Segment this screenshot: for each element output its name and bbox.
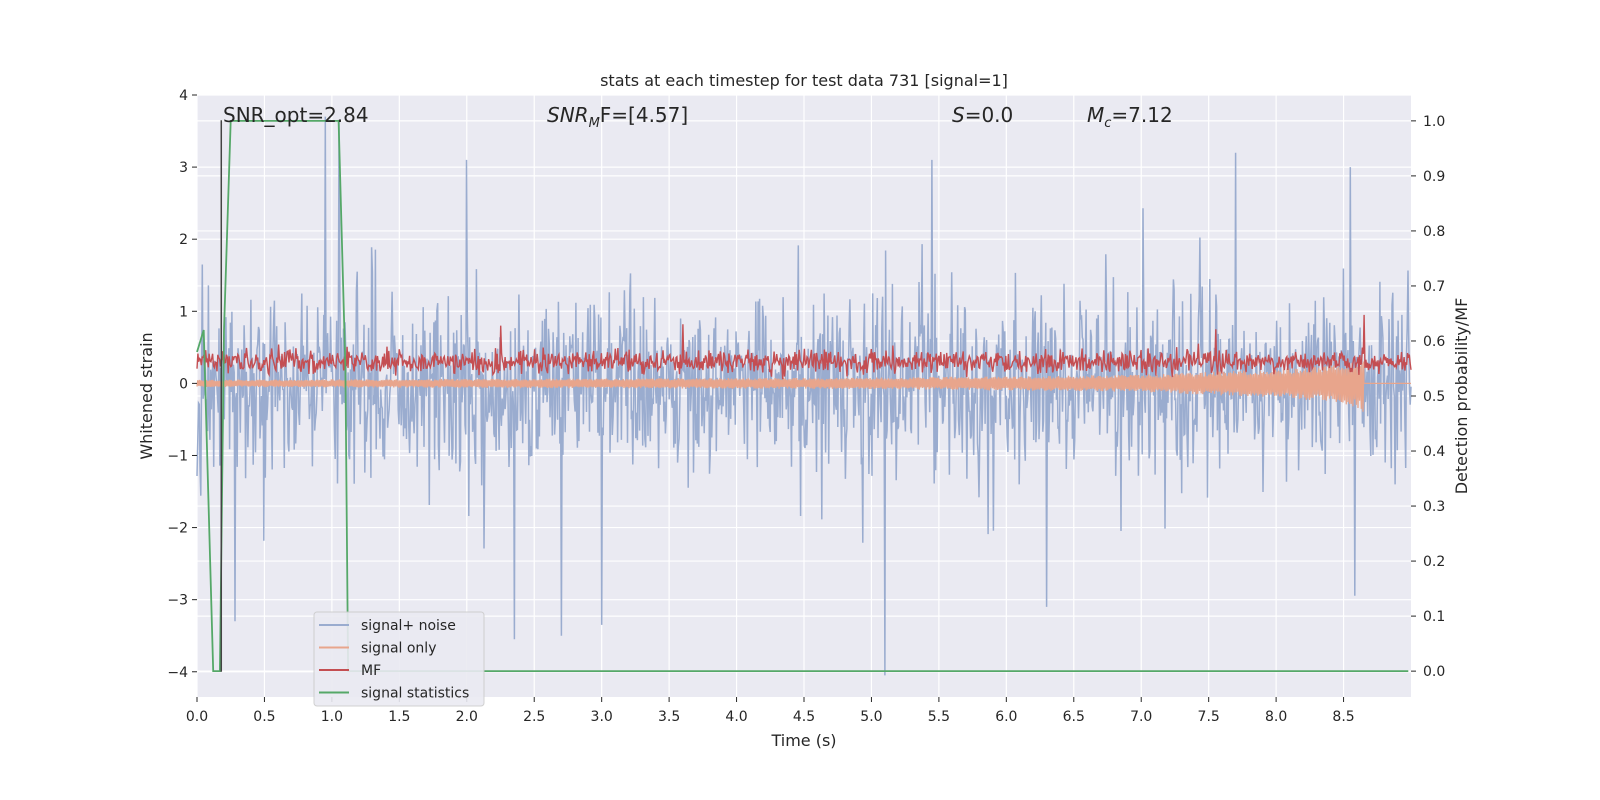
legend: signal+ noise signal only MF signal statist…: [313, 611, 485, 707]
annotation-snr-mf-rest: F=[4.57]: [600, 103, 688, 127]
annotation-mc-value: =7.12: [1111, 103, 1172, 127]
x-axis-label: Time (s): [770, 731, 836, 750]
legend-label: signal only: [361, 641, 436, 657]
x-tick-label: 2.0: [456, 709, 478, 725]
y2-tick-label: 0.2: [1423, 554, 1445, 570]
annotation-mc: Mc=7.12: [1087, 103, 1173, 131]
x-tick-label: 1.0: [321, 709, 343, 725]
x-tick-label: 3.0: [591, 709, 613, 725]
x-tick-label: 5.0: [860, 709, 882, 725]
chart-title: stats at each timestep for test data 731…: [600, 71, 1008, 90]
y2-tick-label: 0.3: [1423, 499, 1445, 515]
x-tick-label: 7.0: [1130, 709, 1152, 725]
x-tick-label: 8.5: [1332, 709, 1354, 725]
legend-label: signal statistics: [361, 686, 469, 702]
x-tick-label: 6.0: [995, 709, 1017, 725]
y-tick-label: 4: [179, 88, 188, 104]
x-tick-label: 4.0: [725, 709, 747, 725]
y2-axis-label: Detection probability/MF: [1452, 298, 1471, 495]
annotation-mc-sub: c: [1104, 116, 1111, 131]
legend-label: signal+ noise: [361, 618, 456, 634]
series-signal-statistics: [196, 120, 1409, 672]
y2-tick-label: 0.7: [1423, 279, 1445, 295]
y2-tick-label: 0.1: [1423, 609, 1445, 625]
x-tick-label: 8.0: [1265, 709, 1287, 725]
y-tick-label: 0: [179, 376, 188, 392]
annotation-snr-mf-sub: M: [589, 116, 600, 131]
annotation-s-label: S: [952, 103, 965, 127]
y2-tick-label: 0.6: [1423, 334, 1445, 350]
y2-tick-label: 0.0: [1423, 664, 1445, 680]
y2-tick-label: 0.9: [1423, 169, 1445, 185]
x-tick-label: 3.5: [658, 709, 680, 725]
legend-label: MF: [361, 663, 381, 679]
series-signal-noise: [196, 116, 1412, 676]
annotation-s-value: =0.0: [965, 103, 1014, 127]
x-tick-label: 1.5: [388, 709, 410, 725]
annotation-mc-base: M: [1087, 103, 1104, 127]
y2-tick-label: 0.5: [1423, 389, 1445, 405]
y-axis-label: Whitened strain: [137, 332, 156, 459]
x-tick-label: 4.5: [793, 709, 815, 725]
series-signal-only: [196, 361, 1411, 412]
annotation-snr-mf: SNRMF=[4.57]: [547, 103, 688, 131]
x-tick-label: 2.5: [523, 709, 545, 725]
annotation-snr-opt: SNR_opt=2.84: [223, 103, 369, 127]
annotation-snr-mf-base: SNR: [547, 103, 589, 127]
annotation-s: S=0.0: [952, 103, 1013, 127]
x-tick-label: 0.0: [186, 709, 208, 725]
series-mf: [196, 314, 1412, 380]
y2-tick-label: 0.8: [1423, 224, 1445, 240]
x-tick-label: 6.5: [1063, 709, 1085, 725]
x-tick-label: 0.5: [253, 709, 275, 725]
y-tick-label: −1: [167, 448, 188, 464]
y-tick-label: −2: [167, 521, 188, 537]
x-tick-label: 5.5: [928, 709, 950, 725]
legend-box: [313, 611, 485, 707]
y2-tick-label: 0.4: [1423, 444, 1445, 460]
y-tick-label: 2: [179, 232, 188, 248]
x-tick-label: 7.5: [1198, 709, 1220, 725]
y-tick-label: −4: [167, 665, 188, 681]
series-layer: [196, 116, 1412, 676]
y-tick-label: 1: [179, 304, 188, 320]
y-tick-label: −3: [167, 593, 188, 609]
axes: 0.0 0.5 1.0 1.5 2.0 2.5 3.0 3.5 4.0 4.5 5.0 5.5 6.0 6…: [167, 88, 1445, 725]
y-tick-label: 3: [179, 160, 188, 176]
y2-tick-label: 1.0: [1423, 114, 1445, 130]
